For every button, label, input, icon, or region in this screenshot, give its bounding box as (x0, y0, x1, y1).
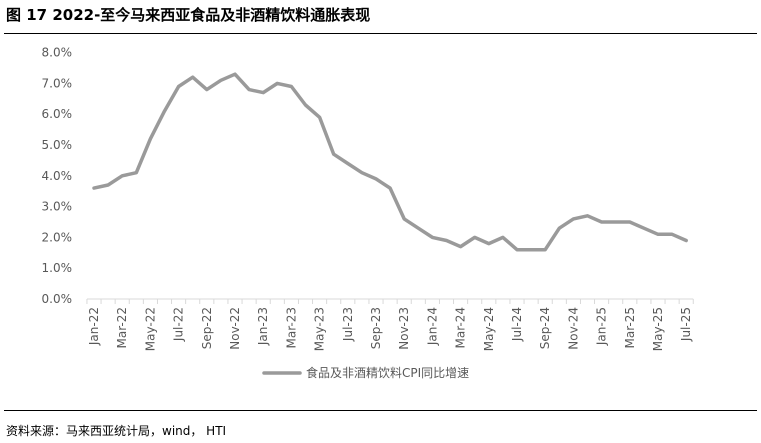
y-tick-label: 3.0% (42, 200, 73, 214)
data-point (671, 233, 674, 236)
data-point (628, 221, 631, 224)
data-point (318, 116, 321, 119)
x-tick-label: Jul-25 (679, 307, 693, 342)
data-point (417, 227, 420, 230)
data-point (431, 236, 434, 239)
x-tick-label: Sep-22 (200, 307, 214, 349)
data-point (501, 236, 504, 239)
y-tick-label: 8.0% (42, 46, 73, 60)
x-tick-label: May-25 (651, 307, 665, 351)
data-point (473, 236, 476, 239)
data-point (262, 91, 265, 94)
figure-title: 图 17 2022-至今马来西亚食品及非酒精饮料通胀表现 (6, 6, 371, 24)
data-point (544, 248, 547, 251)
x-tick-label: Jul-24 (510, 307, 524, 342)
data-point (530, 248, 533, 251)
x-tick-label: Mar-24 (454, 307, 468, 348)
data-point (445, 239, 448, 242)
data-point (360, 171, 363, 174)
x-tick-label: Jul-23 (341, 307, 355, 342)
y-tick-label: 2.0% (42, 230, 73, 244)
data-point (219, 79, 222, 82)
x-tick-label: Jan-23 (256, 307, 270, 346)
x-tick-label: Mar-22 (115, 307, 129, 348)
data-point (586, 214, 589, 217)
y-tick-label: 6.0% (42, 107, 73, 121)
x-tick-label: Nov-22 (228, 307, 242, 350)
x-tick-label: Nov-23 (397, 307, 411, 350)
data-point (332, 153, 335, 156)
x-tick-label: May-23 (313, 307, 327, 351)
data-point (389, 187, 392, 190)
data-point (685, 239, 688, 242)
data-point (572, 217, 575, 220)
series-line (92, 72, 688, 252)
x-tick-label: May-22 (143, 307, 157, 351)
legend-label: 食品及非酒精饮料CPI同比增速 (306, 365, 469, 380)
x-tick-label: Jul-22 (172, 307, 186, 342)
data-point (191, 76, 194, 79)
data-point (459, 245, 462, 248)
x-tick-label: Jan-24 (425, 307, 439, 346)
x-tick-label: May-24 (482, 307, 496, 351)
data-point (487, 242, 490, 245)
x-tick-label: Sep-23 (369, 307, 383, 349)
y-tick-label: 1.0% (42, 261, 73, 275)
data-point (657, 233, 660, 236)
top-rule (4, 33, 757, 34)
x-tick-label: Sep-24 (538, 307, 552, 349)
source-note: 资料来源：马来西亚统计局，wind， HTI (6, 424, 227, 438)
bottom-rule (4, 410, 757, 411)
data-point (276, 82, 279, 85)
data-point (163, 110, 166, 113)
y-tick-label: 0.0% (42, 292, 73, 306)
data-point (248, 88, 251, 91)
data-point (516, 248, 519, 251)
data-point (177, 85, 180, 88)
x-tick-label: Jan-22 (87, 307, 101, 346)
y-tick-label: 5.0% (42, 138, 73, 152)
data-point (290, 85, 293, 88)
y-tick-label: 4.0% (42, 169, 73, 183)
data-point (121, 174, 124, 177)
data-point (375, 177, 378, 180)
x-tick-label: Mar-23 (284, 307, 298, 348)
x-tick-label: Nov-24 (566, 307, 580, 350)
data-point (234, 73, 237, 76)
data-point (558, 227, 561, 230)
data-point (149, 137, 152, 140)
data-point (403, 217, 406, 220)
y-tick-label: 7.0% (42, 76, 73, 90)
data-point (346, 162, 349, 165)
x-tick-label: Mar-25 (623, 307, 637, 348)
x-tick-label: Jan-25 (595, 307, 609, 346)
data-point (107, 184, 110, 187)
data-point (304, 103, 307, 106)
data-point (614, 221, 617, 224)
data-point (600, 221, 603, 224)
data-point (93, 187, 96, 190)
data-point (205, 88, 208, 91)
data-point (135, 171, 138, 174)
data-point (642, 227, 645, 230)
